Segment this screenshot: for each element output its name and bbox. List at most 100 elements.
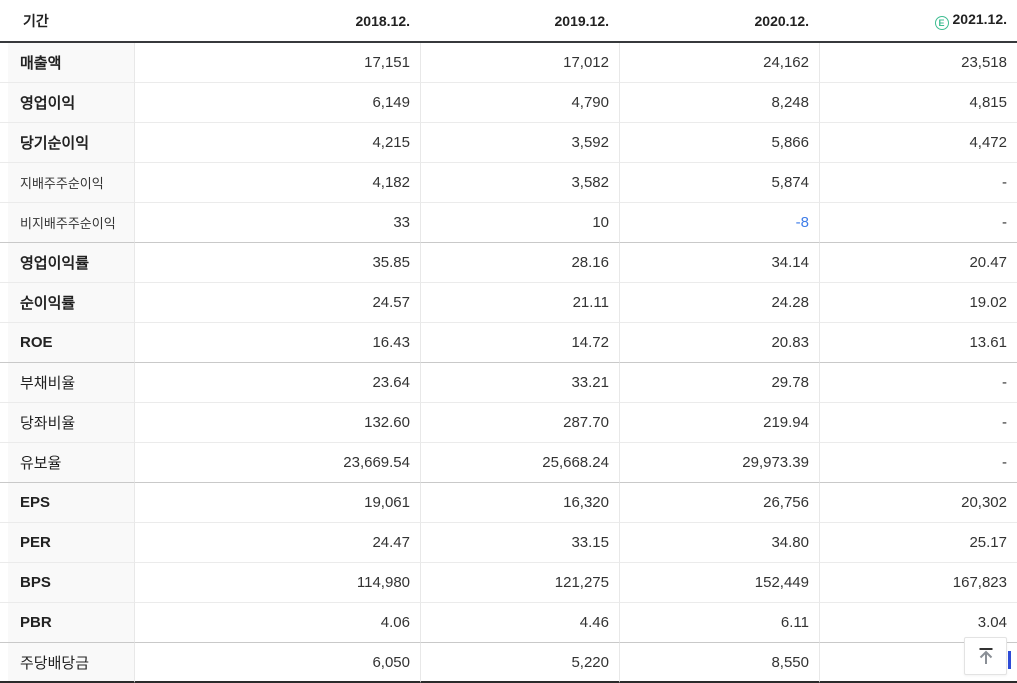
value-cell: -: [819, 203, 1017, 243]
column-header-2021-12-estimate: E 2021.12.: [819, 0, 1017, 43]
table-row: 부채비율 23.64 33.21 29.78-: [0, 363, 1017, 403]
scroll-to-top-button[interactable]: [964, 637, 1007, 675]
value-cell: 3,592: [420, 123, 619, 163]
value-cell: 20.47: [819, 243, 1017, 283]
value-cell: 17,151: [134, 43, 420, 83]
row-label: BPS: [0, 563, 134, 603]
value-cell: 5,220: [420, 643, 619, 683]
column-header-2019-12: 2019.12.: [420, 0, 619, 43]
value-cell: 167,823: [819, 563, 1017, 603]
table-row: PBR 4.06 4.46 6.11 3.04: [0, 603, 1017, 643]
value-cell: -: [819, 163, 1017, 203]
value-cell: 4,815: [819, 83, 1017, 123]
value-cell: 19.02: [819, 283, 1017, 323]
row-label: PBR: [0, 603, 134, 643]
value-cell: 8,248: [619, 83, 819, 123]
value-cell: 14.72: [420, 323, 619, 363]
row-label: 매출액: [0, 43, 134, 83]
value-cell: 8,550: [619, 643, 819, 683]
column-header-2018-12: 2018.12.: [134, 0, 420, 43]
table-row: 주당배당금 6,050 5,220 8,550: [0, 643, 1017, 683]
value-cell: 6,149: [134, 83, 420, 123]
row-label: ROE: [0, 323, 134, 363]
value-cell: -: [819, 443, 1017, 483]
value-cell: 121,275: [420, 563, 619, 603]
value-cell: 4.46: [420, 603, 619, 643]
table-row: ROE 16.43 14.72 20.83 13.61: [0, 323, 1017, 363]
value-cell: 33.15: [420, 523, 619, 563]
value-cell: 114,980: [134, 563, 420, 603]
table-row: 비지배주주순이익 33 10 -8-: [0, 203, 1017, 243]
row-label: 주당배당금: [0, 643, 134, 683]
value-cell: 16,320: [420, 483, 619, 523]
value-cell: 35.85: [134, 243, 420, 283]
value-cell: 6,050: [134, 643, 420, 683]
value-cell: 21.11: [420, 283, 619, 323]
value-cell: 24.57: [134, 283, 420, 323]
row-label: 당기순이익: [0, 123, 134, 163]
row-label: 영업이익: [0, 83, 134, 123]
table-row: 유보율 23,669.54 25,668.24 29,973.39-: [0, 443, 1017, 483]
value-cell: 29,973.39: [619, 443, 819, 483]
row-label: 지배주주순이익: [0, 163, 134, 203]
value-cell: 28.16: [420, 243, 619, 283]
value-cell: -: [819, 403, 1017, 443]
table-row: PER 24.47 33.15 34.80 25.17: [0, 523, 1017, 563]
table-row: 매출액 17,151 17,012 24,162 23,518: [0, 43, 1017, 83]
table-row: BPS 114,980 121,275 152,449 167,823: [0, 563, 1017, 603]
value-cell: 219.94: [619, 403, 819, 443]
value-cell: 23,669.54: [134, 443, 420, 483]
value-cell: 20.83: [619, 323, 819, 363]
value-cell: 34.14: [619, 243, 819, 283]
value-cell: 5,866: [619, 123, 819, 163]
value-cell: 24,162: [619, 43, 819, 83]
value-cell: 132.60: [134, 403, 420, 443]
table-header-row: 기간 2018.12. 2019.12. 2020.12. E 2021.12.: [0, 0, 1017, 43]
row-label: 영업이익률: [0, 243, 134, 283]
value-cell: -: [819, 363, 1017, 403]
column-header-2020-12: 2020.12.: [619, 0, 819, 43]
table-row: 순이익률 24.57 21.11 24.28 19.02: [0, 283, 1017, 323]
value-cell: 16.43: [134, 323, 420, 363]
value-cell: 4,790: [420, 83, 619, 123]
table-row: 당좌비율 132.60 287.70 219.94-: [0, 403, 1017, 443]
value-cell: 23.64: [134, 363, 420, 403]
value-cell: 20,302: [819, 483, 1017, 523]
value-cell: 4.06: [134, 603, 420, 643]
value-cell: 10: [420, 203, 619, 243]
value-cell: 24.28: [619, 283, 819, 323]
estimate-icon: E: [934, 16, 949, 31]
obscured-value-sliver: [1008, 651, 1011, 669]
value-cell: 25,668.24: [420, 443, 619, 483]
value-cell: 33: [134, 203, 420, 243]
row-label: 유보율: [0, 443, 134, 483]
value-cell: 33.21: [420, 363, 619, 403]
value-cell: 25.17: [819, 523, 1017, 563]
table-row: 지배주주순이익 4,182 3,582 5,874-: [0, 163, 1017, 203]
value-cell: 3.04: [819, 603, 1017, 643]
value-cell: 29.78: [619, 363, 819, 403]
value-cell: -8: [619, 203, 819, 243]
row-label: EPS: [0, 483, 134, 523]
row-label: 비지배주주순이익: [0, 203, 134, 243]
value-cell: 152,449: [619, 563, 819, 603]
value-cell: 4,215: [134, 123, 420, 163]
table-row: EPS 19,061 16,320 26,756 20,302: [0, 483, 1017, 523]
value-cell: 34.80: [619, 523, 819, 563]
value-cell: 13.61: [819, 323, 1017, 363]
row-label: PER: [0, 523, 134, 563]
table-row: 당기순이익 4,215 3,592 5,866 4,472: [0, 123, 1017, 163]
value-cell: 287.70: [420, 403, 619, 443]
scroll-to-top-arrow-icon: [979, 648, 992, 664]
value-cell: 4,182: [134, 163, 420, 203]
table-row: 영업이익률 35.85 28.16 34.14 20.47: [0, 243, 1017, 283]
row-label: 부채비율: [0, 363, 134, 403]
value-cell: 17,012: [420, 43, 619, 83]
value-cell: 24.47: [134, 523, 420, 563]
value-cell: 3,582: [420, 163, 619, 203]
table-row: 영업이익 6,149 4,790 8,248 4,815: [0, 83, 1017, 123]
row-label: 순이익률: [0, 283, 134, 323]
column-header-2021-12-label: 2021.12.: [952, 10, 1008, 27]
value-cell: 26,756: [619, 483, 819, 523]
